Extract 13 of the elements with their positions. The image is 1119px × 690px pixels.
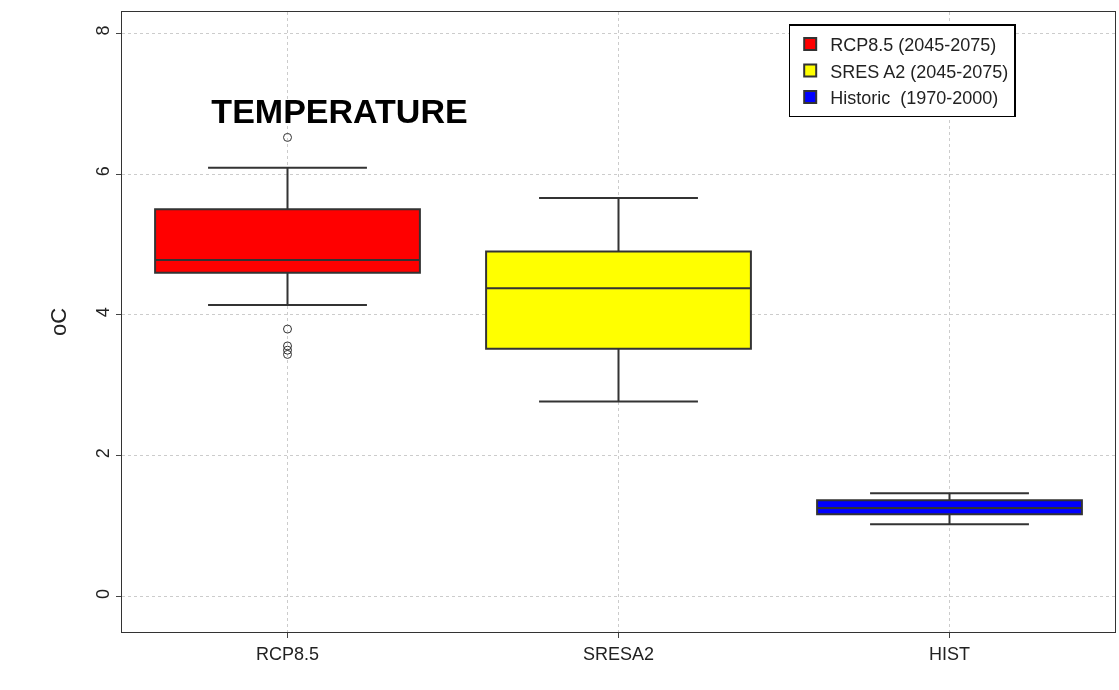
legend-label: RCP8.5 (2045-2075)	[830, 35, 997, 56]
x-tick-label: RCP8.5	[255, 643, 320, 664]
x-tick-label: SRESA2	[582, 643, 655, 664]
y-tick-label: 0	[92, 589, 113, 600]
legend-label: SRES A2 (2045-2075)	[830, 61, 1009, 82]
x-tick-label: HIST	[928, 643, 971, 664]
y-tick-label: 4	[92, 307, 113, 318]
y-tick-label: 8	[92, 25, 113, 36]
y-tick-label: 2	[92, 448, 113, 459]
text: TEMPERATURE	[211, 91, 468, 130]
y-axis-title: oC	[45, 307, 71, 337]
legend-label: Historic (1970-2000)	[830, 87, 999, 108]
y-tick-label: 6	[92, 166, 113, 177]
